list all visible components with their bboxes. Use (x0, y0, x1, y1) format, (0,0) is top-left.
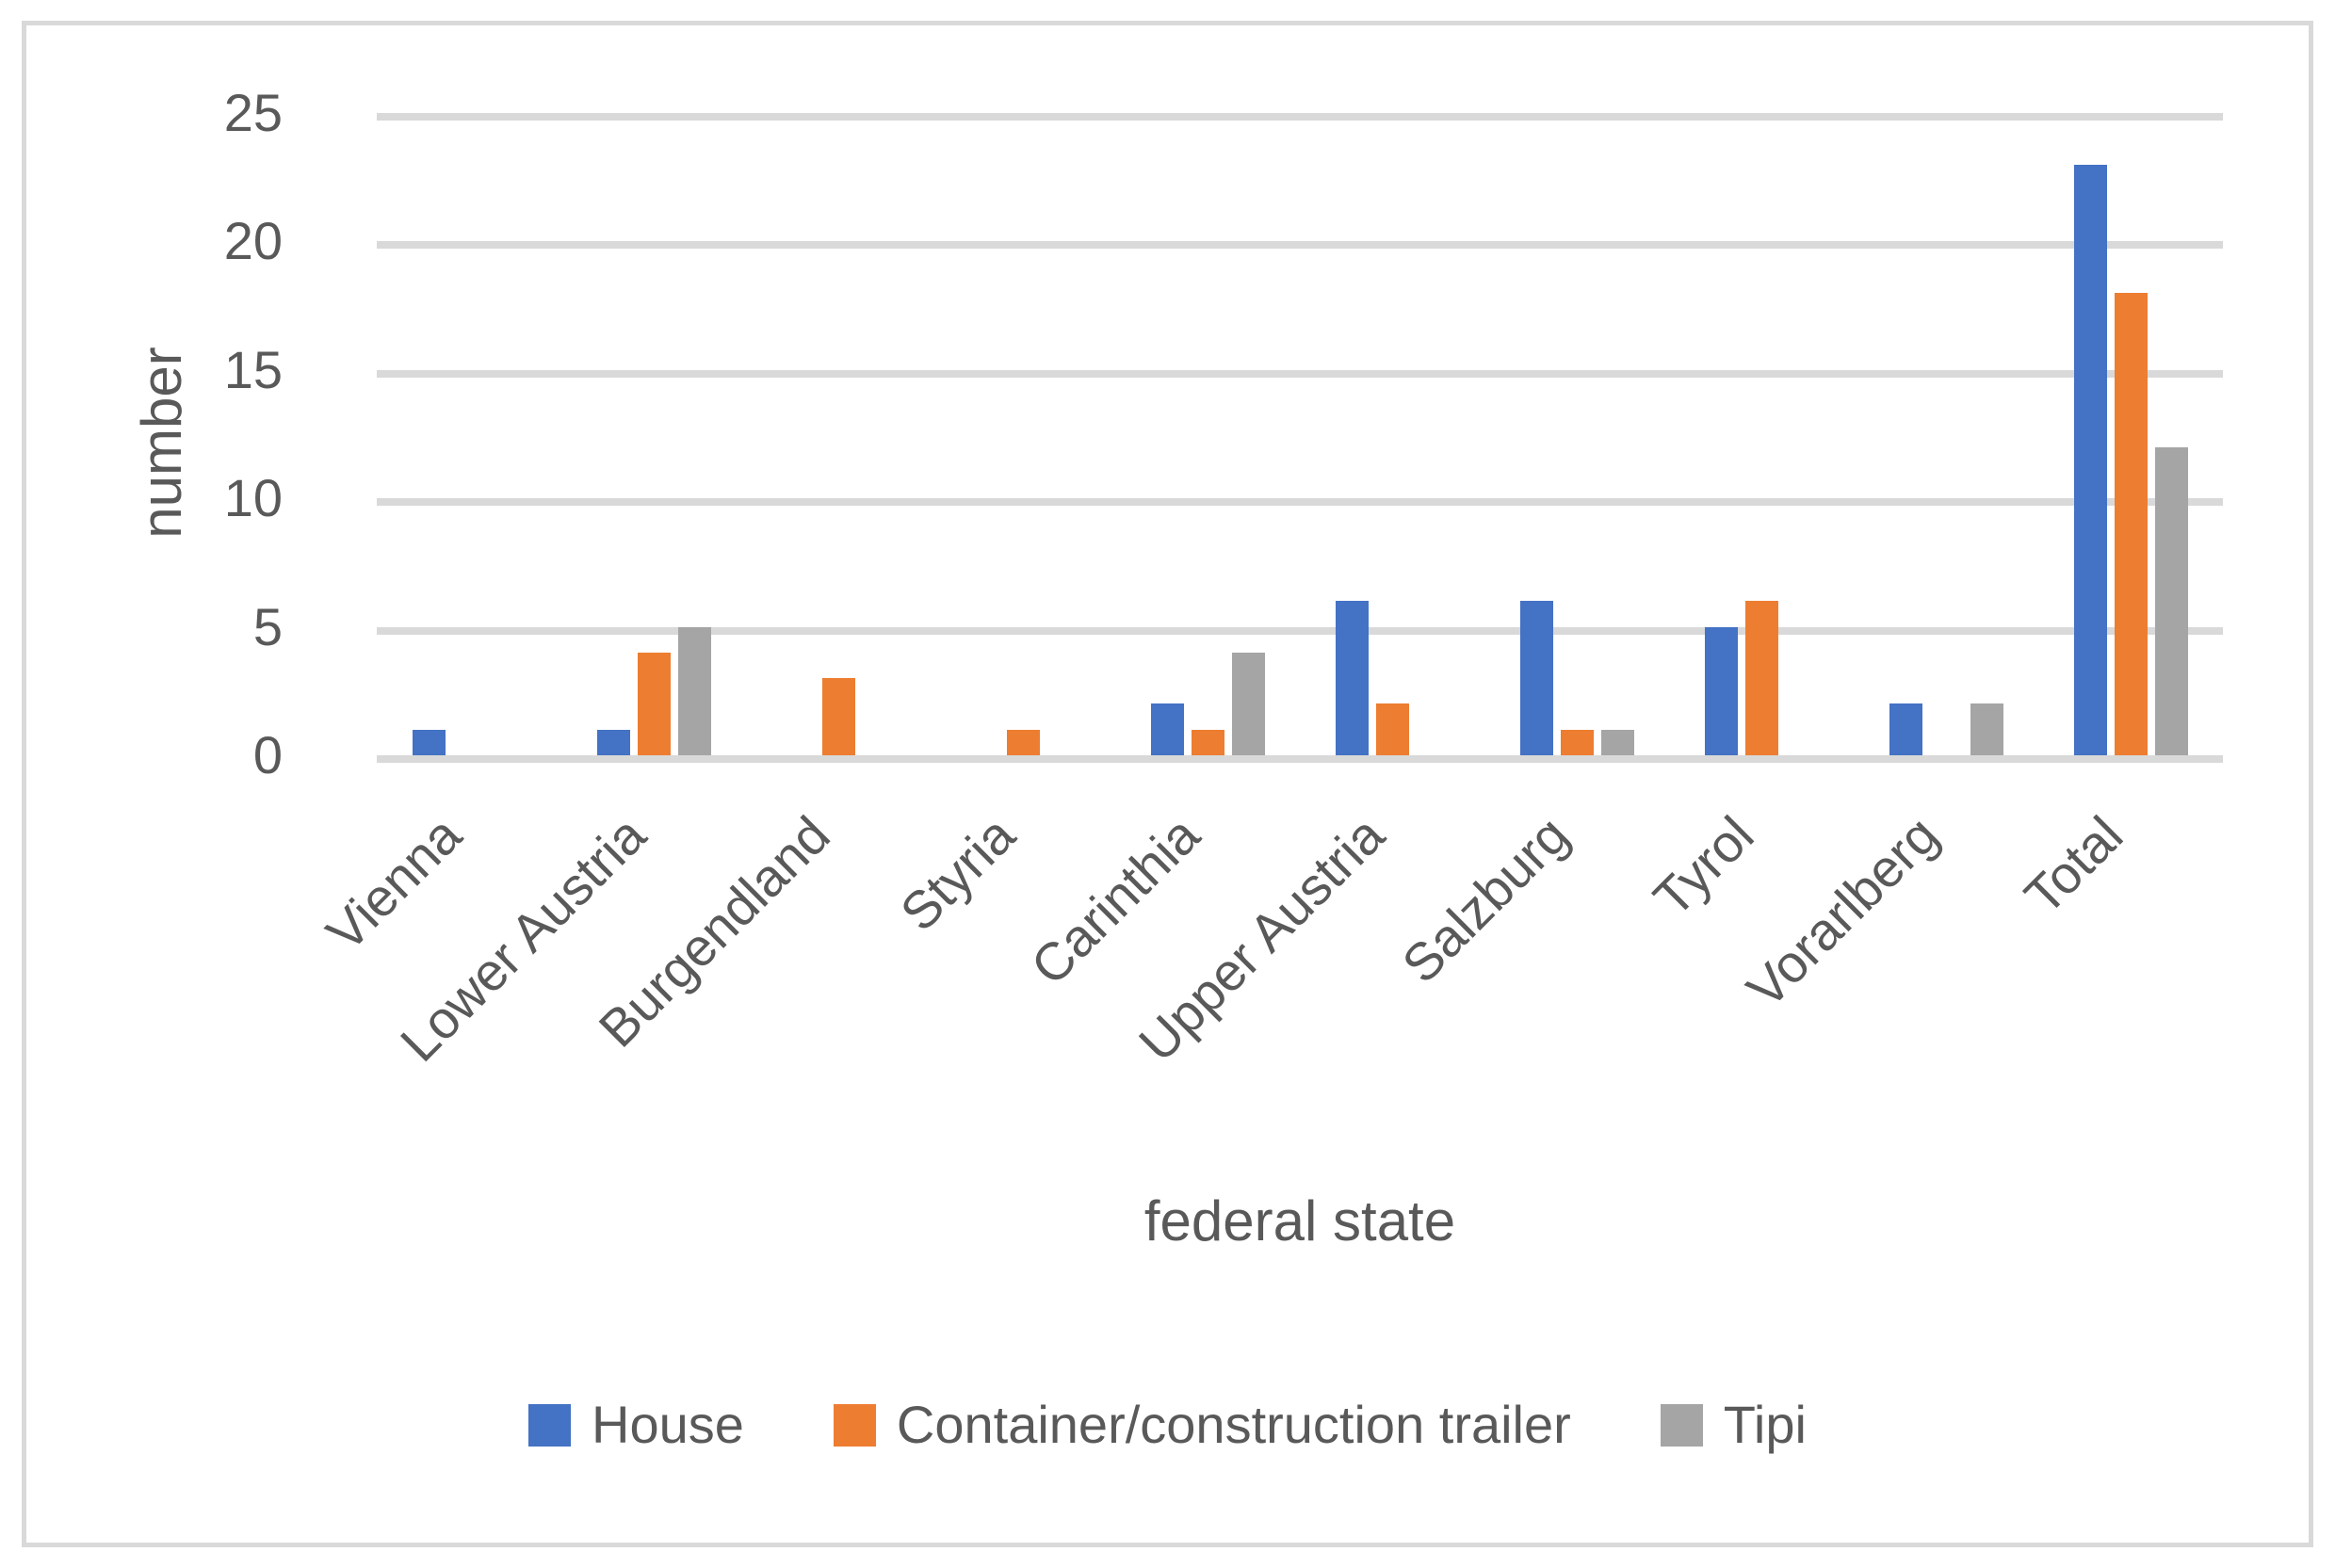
x-axis-line (377, 755, 2223, 763)
ytick-label-15: 15 (223, 340, 283, 399)
bar-container-tyrol (1745, 601, 1778, 755)
gridline-10 (377, 498, 2223, 506)
legend-item-container: Container/construction trailer (833, 1395, 1571, 1454)
bar-house-vorarlberg (1889, 703, 1922, 755)
bar-container-styria (1007, 730, 1040, 755)
bar-house-lower-austria (597, 730, 630, 755)
tipi-swatch-icon (1660, 1403, 1703, 1447)
container-swatch-icon (833, 1403, 876, 1447)
bar-tipi-vorarlberg (1970, 703, 2003, 755)
legend-item-house: House (528, 1396, 744, 1454)
bar-container-total (2115, 293, 2148, 755)
ytick-label-20: 20 (223, 211, 283, 270)
bar-tipi-lower-austria (678, 627, 711, 755)
bar-house-total (2074, 165, 2107, 755)
bar-house-salzburg (1520, 601, 1553, 755)
bar-house-tyrol (1705, 627, 1738, 755)
legend-label-house: House (592, 1395, 744, 1454)
gridline-20 (377, 241, 2223, 249)
chart-border (22, 21, 2313, 1547)
legend-label-tipi: Tipi (1723, 1395, 1807, 1454)
gridline-5 (377, 627, 2223, 635)
bar-house-upper-austria (1336, 601, 1369, 755)
ytick-label-0: 0 (252, 725, 283, 784)
bar-house-carinthia (1151, 703, 1184, 755)
ytick-label-10: 10 (223, 468, 283, 527)
legend: House Container/construction trailer Tip… (0, 1396, 2335, 1454)
gridline-15 (377, 370, 2223, 378)
ytick-label-5: 5 (252, 597, 283, 656)
bar-container-salzburg (1561, 730, 1594, 755)
bar-house-vienna (413, 730, 446, 755)
bar-tipi-total (2155, 447, 2188, 755)
bar-container-upper-austria (1376, 703, 1409, 755)
gridline-25 (377, 113, 2223, 121)
bar-tipi-salzburg (1601, 730, 1634, 755)
bar-tipi-carinthia (1232, 653, 1265, 755)
bar-container-burgendland (822, 678, 855, 755)
y-axis-title-text: number (130, 347, 193, 539)
bar-container-carinthia (1192, 730, 1224, 755)
ytick-label-25: 25 (223, 83, 283, 142)
legend-item-tipi: Tipi (1660, 1395, 1807, 1454)
legend-label-container: Container/construction trailer (896, 1395, 1571, 1454)
house-swatch-icon (528, 1403, 572, 1447)
x-axis-title-text: federal state (1143, 1189, 1456, 1253)
bar-container-lower-austria (638, 653, 671, 755)
